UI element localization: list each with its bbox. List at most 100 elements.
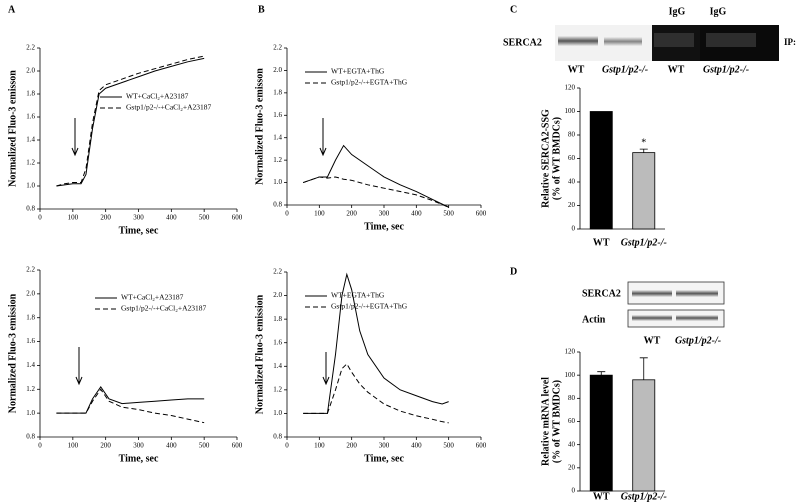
x-tick-label: 200: [346, 210, 357, 218]
x-tick-label: WT: [593, 237, 610, 248]
y-tick-label: 1.6: [273, 338, 282, 346]
lane-label: Gstp1/p2-/-: [602, 64, 648, 75]
blot-band: [676, 315, 718, 321]
legend-label: WT+EGTA+ThG: [331, 291, 385, 300]
arrow-head: [319, 147, 327, 157]
annotation: *: [641, 137, 646, 148]
blot-band: [632, 290, 672, 297]
panel-label: A: [8, 4, 16, 15]
x-tick-label: 400: [411, 442, 422, 450]
y-axis-label: (% of WT BMDCs): [551, 380, 562, 463]
legend-label: WT+EGTA+ThG: [331, 67, 385, 76]
blot-d: [627, 281, 725, 328]
y-tick-label: 100: [565, 107, 576, 115]
line-series: [56, 388, 205, 424]
y-tick-label: 20: [568, 463, 576, 471]
blot-top-label: IgG: [669, 6, 686, 17]
x-tick-label: 300: [133, 214, 144, 222]
x-tick-label: 400: [166, 214, 177, 222]
line-series: [303, 272, 449, 414]
blot-c: [555, 25, 779, 61]
x-tick-label: 400: [166, 442, 177, 450]
y-tick-label: 1.6: [26, 337, 35, 345]
line-series: [303, 363, 449, 424]
arrow-head: [322, 376, 330, 386]
blot-band: [706, 33, 756, 47]
line-series: [303, 144, 449, 208]
x-tick-label: 0: [38, 214, 42, 222]
y-tick-label: 0.8: [273, 433, 282, 441]
y-tick-label: 2.2: [273, 44, 282, 52]
x-tick-label: 0: [285, 210, 289, 218]
x-tick-label: Gstp1/p2-/-: [621, 491, 667, 502]
x-tick-label: 500: [199, 442, 210, 450]
y-tick-label: 1.4: [273, 362, 282, 370]
y-tick-label: 1.8: [26, 313, 35, 321]
x-tick-label: 300: [379, 442, 390, 450]
x-tick-label: 0: [285, 442, 289, 450]
panel-label: B: [258, 4, 265, 15]
x-axis-label: Time, sec: [364, 453, 404, 464]
x-tick-label: 600: [476, 442, 487, 450]
line-series: [303, 176, 449, 208]
bar: [632, 152, 656, 230]
y-tick-label: 80: [568, 394, 576, 402]
y-tick-label: 120: [565, 348, 576, 356]
x-tick-label: 300: [379, 210, 390, 218]
y-tick-label: 0.8: [26, 433, 35, 441]
y-tick-label: 1.0: [273, 178, 282, 186]
x-tick-label: 0: [38, 442, 42, 450]
panel-label: C: [510, 4, 517, 15]
x-tick-label: 600: [476, 210, 487, 218]
y-tick-label: 1.8: [273, 315, 282, 323]
x-tick-label: 200: [100, 214, 111, 222]
y-axis-label: Relative mRNA level: [540, 377, 551, 466]
y-tick-label: 1.2: [273, 156, 282, 164]
blot-band: [654, 33, 694, 47]
lane-label: Gstp1/p2-/-: [703, 64, 749, 75]
y-axis-label: (% of WT BMDCs): [551, 117, 562, 200]
x-tick-label: Gstp1/p2-/-: [621, 237, 667, 248]
panel-label: D: [510, 266, 517, 277]
y-tick-label: 60: [568, 417, 576, 425]
x-tick-label: 500: [443, 442, 454, 450]
blot-band: [676, 290, 718, 297]
y-tick-label: 40: [568, 440, 576, 448]
y-axis-label: Normalized Fluo-3 emisson: [254, 68, 265, 185]
legend-label: Gstp1/p2-/-+EGTA+ThG: [331, 302, 408, 311]
y-tick-label: 40: [568, 178, 576, 186]
y-tick-label: 120: [565, 84, 576, 92]
x-tick-label: WT: [593, 491, 610, 502]
y-tick-label: 0.8: [26, 205, 35, 213]
x-tick-label: 100: [314, 442, 325, 450]
blot-band: [604, 37, 642, 46]
blot-band: [632, 315, 672, 321]
line-series: [56, 386, 205, 414]
x-tick-label: 600: [232, 442, 243, 450]
line-series: [56, 55, 205, 187]
bar: [632, 379, 656, 492]
y-tick-label: 1.2: [26, 385, 35, 393]
legend-label: WT+CaCl₂+A23187: [121, 293, 184, 302]
y-tick-label: 2.0: [26, 289, 35, 297]
y-tick-label: 1.4: [26, 361, 35, 369]
error-bar: [639, 148, 648, 153]
x-tick-label: 300: [133, 442, 144, 450]
blot-band: [558, 36, 598, 46]
y-tick-label: 1.6: [273, 111, 282, 119]
x-tick-label: 500: [443, 210, 454, 218]
y-tick-label: 1.4: [26, 136, 35, 144]
y-tick-label: 2.0: [26, 67, 35, 75]
x-tick-label: 100: [314, 210, 325, 218]
y-tick-label: 60: [568, 154, 576, 162]
y-tick-label: 1.4: [273, 133, 282, 141]
lane-label: WT: [644, 335, 661, 346]
y-tick-label: 1.8: [26, 90, 35, 98]
blot-top-label: IgG: [710, 6, 727, 17]
x-tick-label: 100: [68, 442, 79, 450]
y-tick-label: 2.0: [273, 291, 282, 299]
y-tick-label: 1.8: [273, 88, 282, 96]
y-axis-label: Normalized Fluo-3 emisson: [7, 70, 18, 187]
y-tick-label: 1.6: [26, 113, 35, 121]
blot-row-label: SERCA2: [503, 37, 542, 48]
